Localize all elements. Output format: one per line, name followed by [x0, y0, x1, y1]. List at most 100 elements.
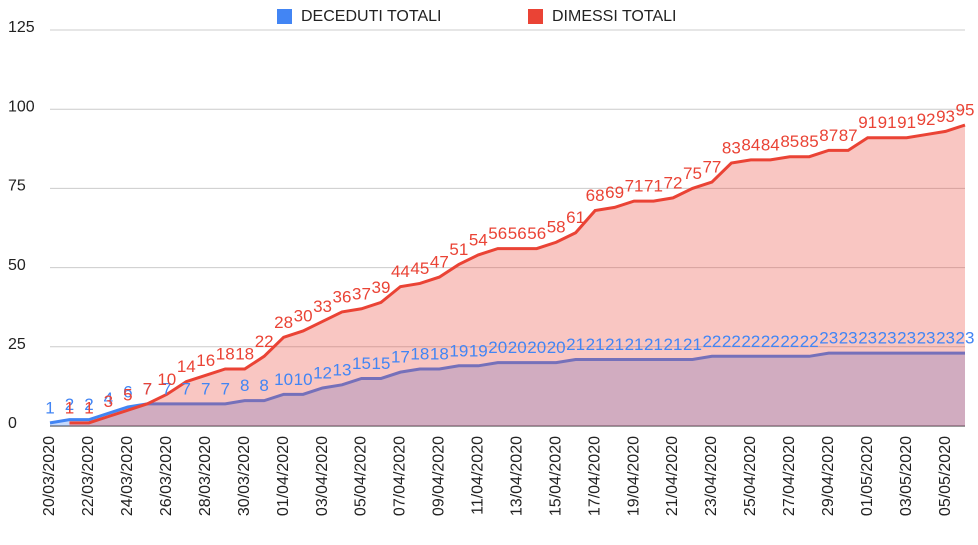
data-label: 23	[917, 329, 936, 348]
x-tick-label: 29/04/2020	[820, 436, 837, 516]
data-label: 23	[819, 329, 838, 348]
data-label: 19	[469, 341, 488, 360]
y-tick-label: 25	[8, 336, 26, 353]
data-label: 22	[702, 332, 721, 351]
line	[49, 351, 965, 425]
data-label: 22	[800, 332, 819, 351]
data-label: 28	[274, 313, 293, 332]
data-label: 22	[722, 332, 741, 351]
data-label: 87	[839, 126, 858, 145]
data-label: 1	[65, 398, 74, 417]
data-label: 4	[104, 389, 113, 408]
data-label: 10	[157, 370, 176, 389]
x-tick-label: 11/04/2020	[470, 436, 487, 515]
x-tick-label: 17/04/2020	[586, 436, 603, 516]
data-label: 12	[313, 363, 332, 382]
x-tick-label: 23/04/2020	[703, 436, 720, 516]
data-label: 30	[294, 306, 313, 325]
data-label: 92	[917, 110, 936, 129]
data-label: 91	[858, 113, 877, 132]
area	[50, 353, 965, 426]
data-label: 71	[644, 177, 663, 196]
data-label: 47	[430, 253, 449, 272]
data-label: 17	[391, 348, 410, 367]
y-tick-label: 125	[8, 19, 35, 36]
data-label: 20	[508, 338, 527, 357]
data-label: 87	[819, 126, 838, 145]
data-label: 54	[469, 230, 488, 249]
x-tick-label: 19/04/2020	[625, 436, 642, 516]
data-label: 23	[878, 329, 897, 348]
y-tick-label: 0	[8, 415, 17, 432]
x-tick-label: 09/04/2020	[431, 436, 448, 516]
data-label: 21	[566, 335, 585, 354]
data-label: 72	[664, 173, 683, 192]
data-label: 37	[352, 284, 371, 303]
data-label: 15	[371, 354, 390, 373]
data-label: 22	[761, 332, 780, 351]
data-label: 85	[800, 132, 819, 151]
data-label: 20	[488, 338, 507, 357]
data-label: 18	[235, 344, 254, 363]
data-label: 16	[196, 351, 215, 370]
legend-label: DECEDUTI TOTALI	[301, 8, 441, 25]
data-label: 22	[741, 332, 760, 351]
x-tick-label: 13/04/2020	[508, 436, 525, 516]
data-label: 8	[240, 376, 249, 395]
y-tick-label: 100	[8, 98, 35, 115]
data-label: 10	[274, 370, 293, 389]
data-label: 7	[182, 379, 191, 398]
data-label: 7	[143, 379, 152, 398]
data-label: 33	[313, 297, 332, 316]
data-label: 3	[104, 392, 113, 411]
data-label: 23	[936, 329, 955, 348]
data-label: 83	[722, 139, 741, 158]
data-label: 22	[255, 332, 274, 351]
data-label: 18	[216, 344, 235, 363]
area	[69, 125, 966, 426]
x-tick-label: 20/03/2020	[41, 436, 58, 516]
data-label: 20	[547, 338, 566, 357]
data-label: 23	[897, 329, 916, 348]
line	[69, 123, 966, 425]
data-label: 19	[449, 341, 468, 360]
x-tick-label: 01/05/2020	[859, 436, 876, 516]
data-label: 71	[625, 177, 644, 196]
x-tick-label: 27/04/2020	[781, 436, 798, 516]
data-label: 7	[220, 379, 229, 398]
data-label: 39	[371, 278, 390, 297]
data-label: 22	[780, 332, 799, 351]
data-label: 2	[65, 395, 74, 414]
data-label: 23	[858, 329, 877, 348]
data-label: 21	[605, 335, 624, 354]
data-label: 5	[123, 386, 132, 405]
x-tick-label: 25/04/2020	[742, 436, 759, 516]
data-label: 23	[839, 329, 858, 348]
data-label: 7	[201, 379, 210, 398]
data-label: 1	[84, 398, 93, 417]
x-tick-label: 24/03/2020	[119, 436, 136, 516]
x-tick-label: 22/03/2020	[80, 436, 97, 516]
x-tick-label: 26/03/2020	[158, 436, 175, 516]
data-label: 51	[449, 240, 468, 259]
data-label: 56	[508, 224, 527, 243]
data-label: 61	[566, 208, 585, 227]
x-tick-label: 15/04/2020	[547, 436, 564, 516]
data-label: 91	[878, 113, 897, 132]
data-label: 18	[410, 344, 429, 363]
data-label: 44	[391, 262, 410, 281]
data-label: 85	[780, 132, 799, 151]
data-label: 13	[333, 360, 352, 379]
data-label: 75	[683, 164, 702, 183]
data-label: 58	[547, 218, 566, 237]
legend-swatch	[277, 9, 292, 24]
data-label: 23	[956, 329, 975, 348]
data-label: 21	[664, 335, 683, 354]
x-tick-label: 05/05/2020	[937, 436, 954, 516]
data-label: 45	[410, 259, 429, 278]
x-tick-label: 28/03/2020	[197, 436, 214, 516]
data-label: 95	[956, 101, 975, 120]
legend-label: DIMESSI TOTALI	[552, 8, 676, 25]
data-label: 56	[488, 224, 507, 243]
